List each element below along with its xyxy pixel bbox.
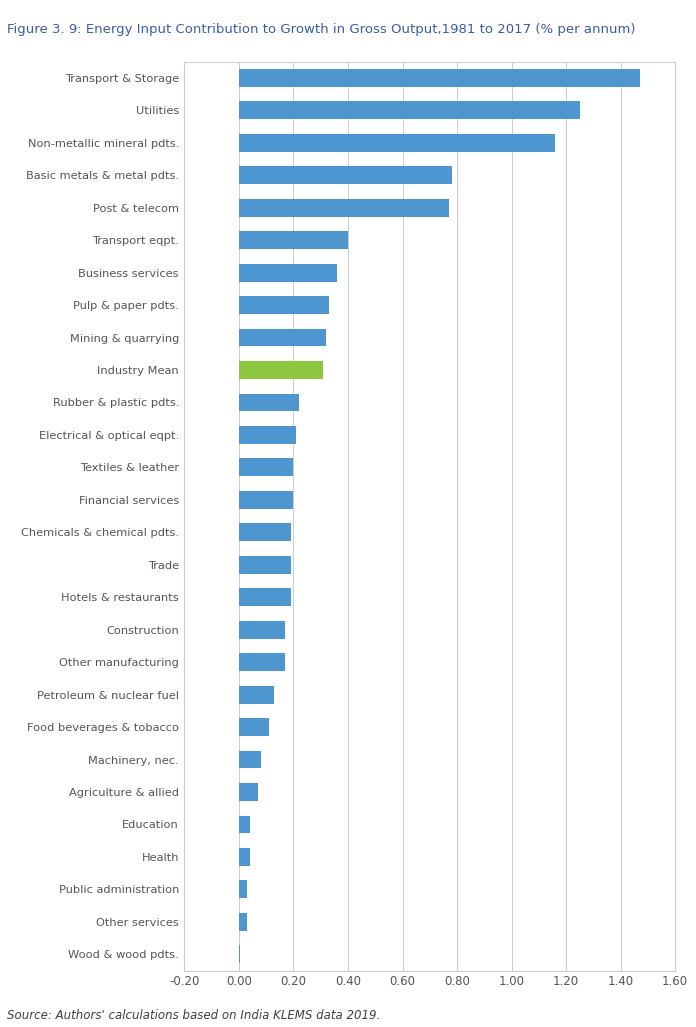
- Bar: [239, 426, 296, 444]
- Bar: [239, 686, 274, 703]
- Bar: [239, 362, 324, 379]
- Bar: [239, 751, 261, 768]
- Bar: [239, 491, 294, 508]
- Bar: [239, 134, 555, 152]
- Bar: [239, 783, 258, 801]
- Bar: [239, 556, 291, 574]
- Bar: [239, 166, 452, 184]
- Bar: [239, 946, 240, 963]
- Bar: [239, 231, 348, 250]
- Bar: [239, 329, 326, 346]
- Bar: [239, 458, 294, 477]
- Bar: [239, 393, 299, 412]
- Bar: [239, 718, 269, 736]
- Bar: [239, 524, 291, 541]
- Bar: [239, 653, 285, 671]
- Bar: [239, 913, 247, 930]
- Text: Source: Authors' calculations based on India KLEMS data 2019.: Source: Authors' calculations based on I…: [7, 1009, 380, 1022]
- Bar: [239, 815, 250, 833]
- Bar: [239, 264, 337, 281]
- Bar: [239, 296, 329, 314]
- Bar: [239, 199, 449, 217]
- Bar: [239, 620, 285, 639]
- Bar: [239, 69, 640, 86]
- Text: Figure 3. 9: Energy Input Contribution to Growth in Gross Output,1981 to 2017 (%: Figure 3. 9: Energy Input Contribution t…: [7, 23, 635, 36]
- Bar: [239, 880, 247, 899]
- Bar: [239, 588, 291, 606]
- Bar: [239, 848, 250, 866]
- Bar: [239, 102, 580, 119]
